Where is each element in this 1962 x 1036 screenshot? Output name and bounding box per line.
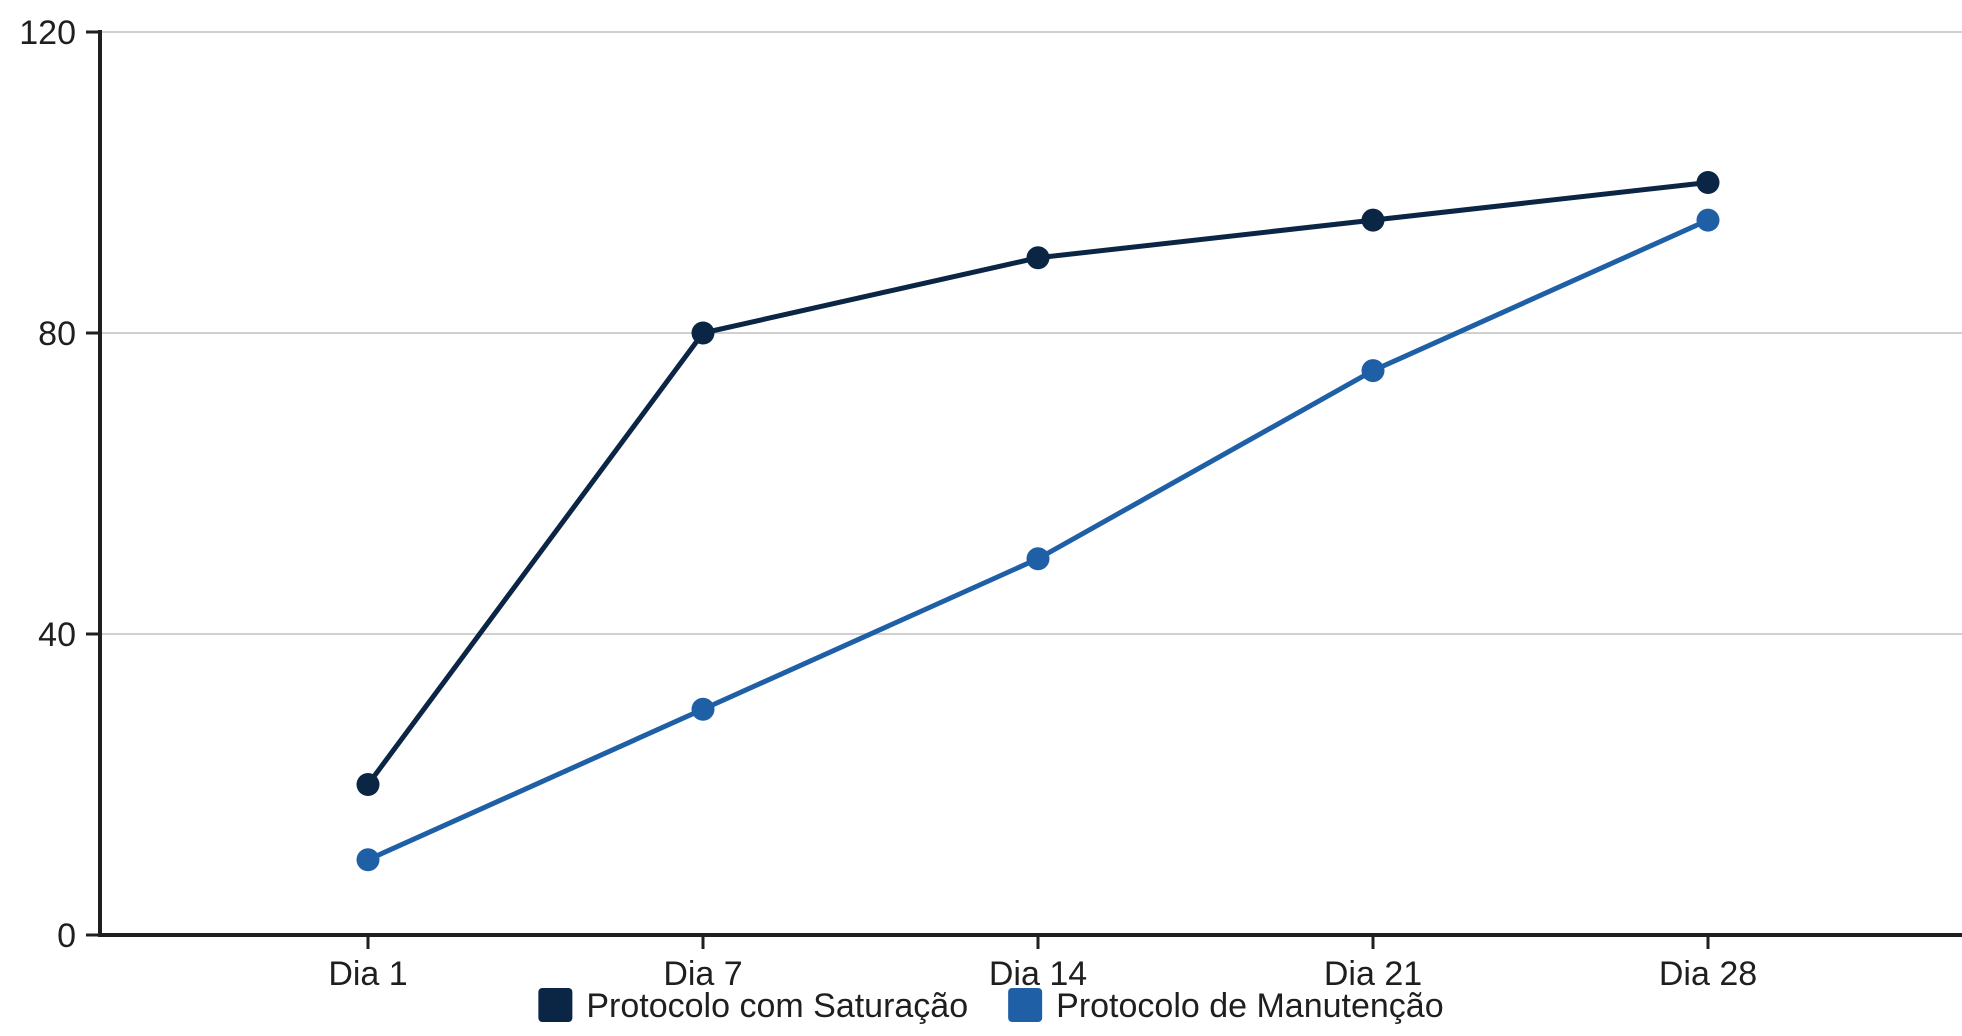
legend-item: Protocolo de Manutenção — [1008, 987, 1444, 1025]
data-point — [356, 848, 380, 872]
data-point — [1361, 208, 1385, 232]
x-tick-label: Dia 14 — [989, 955, 1087, 993]
legend-swatch — [1008, 988, 1043, 1022]
axes: 0 40 80 120 Dia 1 Dia 7 Dia 14 Dia 21 Dia 28 — [19, 14, 1962, 993]
gridlines — [100, 31, 1962, 635]
x-tick-label: Dia 28 — [1659, 955, 1757, 993]
series-line-1 — [365, 180, 1709, 786]
legend-label: Protocolo com Saturação — [586, 987, 968, 1025]
series — [356, 171, 1720, 872]
y-tick-label: 40 — [38, 616, 76, 654]
legend-swatch — [538, 988, 573, 1022]
data-point — [691, 321, 715, 345]
data-point — [356, 773, 380, 796]
data-point — [1696, 208, 1720, 232]
x-tick-label: Dia 7 — [663, 955, 742, 993]
series-line-2 — [366, 217, 1710, 863]
x-tick-label: Dia 21 — [1324, 955, 1422, 993]
y-tick-label: 80 — [38, 315, 76, 353]
x-tick-label: Dia 1 — [328, 955, 407, 993]
legend-label: Protocolo de Manutenção — [1056, 987, 1443, 1025]
y-tick-label: 0 — [57, 917, 76, 955]
data-point — [1696, 171, 1720, 194]
y-tick-label: 120 — [19, 14, 76, 52]
legend-item: Protocolo com Saturação — [538, 987, 968, 1025]
legend: Protocolo com Saturação Protocolo de Manu… — [538, 987, 1444, 1025]
data-point — [691, 697, 715, 721]
data-point — [1361, 359, 1385, 383]
data-point — [1026, 547, 1050, 571]
data-point — [1026, 246, 1050, 270]
